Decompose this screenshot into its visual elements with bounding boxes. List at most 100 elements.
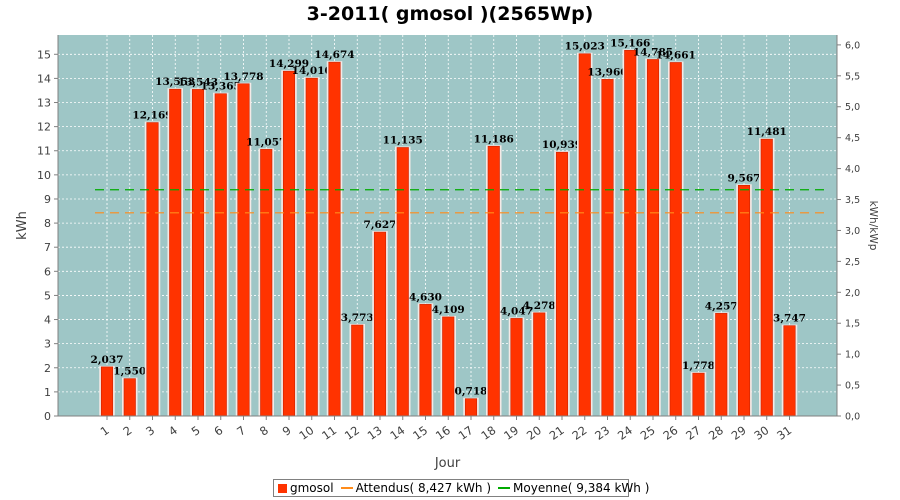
bar-value-label: 14,010: [292, 65, 332, 77]
chart-legend: gmosol Attendus( 8,427 kWh ) Moyenne( 9,…: [273, 479, 649, 497]
bar-value-label: 11,186: [474, 133, 514, 145]
bar-value-label: 13,778: [223, 71, 263, 83]
bar: [373, 231, 387, 417]
y-tick-label: 12: [37, 121, 51, 134]
bar-value-label: 11,057: [246, 136, 286, 148]
y2-tick-label: 6,0: [845, 40, 860, 51]
bar: [783, 325, 796, 417]
y2-tick-label: 4,0: [845, 164, 860, 175]
bar: [760, 138, 773, 417]
y-axis-title: kWh: [15, 211, 30, 240]
bar-value-label: 13,960: [587, 66, 627, 78]
bar: [100, 366, 114, 417]
x-tick-label: 28: [706, 423, 726, 443]
bar: [146, 122, 159, 417]
bar-value-label: 4,257: [705, 300, 738, 312]
bar: [237, 83, 250, 417]
legend-swatch-moyenne: [498, 487, 511, 489]
bar-value-label: 9,567: [728, 172, 761, 184]
bar: [396, 147, 409, 417]
bar-value-label: 13,553: [155, 76, 195, 88]
bar: [533, 312, 546, 417]
bar: [510, 318, 523, 417]
bar: [442, 316, 455, 417]
y-tick-label: 6: [44, 265, 51, 278]
bar: [214, 93, 227, 417]
bar: [578, 53, 591, 417]
x-tick-label: 23: [592, 423, 612, 443]
bar-value-label: 15,166: [610, 37, 650, 49]
bar: [305, 77, 318, 417]
y-tick-label: 0: [44, 410, 51, 423]
bar-value-label: 4,278: [523, 300, 556, 312]
y2-tick-label: 0,5: [845, 381, 860, 392]
x-tick-label: 6: [211, 423, 225, 439]
x-tick-label: 26: [660, 423, 680, 443]
bar: [169, 88, 182, 417]
x-tick-label: 22: [569, 423, 589, 443]
y-tick-label: 3: [44, 338, 51, 351]
x-tick-label: 27: [683, 423, 703, 443]
x-tick-label: 24: [615, 423, 635, 443]
x-tick-label: 21: [547, 423, 567, 443]
bar: [464, 398, 478, 417]
y-tick-label: 11: [37, 145, 51, 158]
bar-value-label: 4,109: [432, 304, 465, 316]
legend-label-moyenne: Moyenne( 9,384 kWh ): [513, 481, 650, 495]
bar: [737, 185, 751, 417]
legend-item-moyenne: Moyenne( 9,384 kWh ): [498, 481, 649, 495]
legend-item-attendus: Attendus( 8,427 kWh ): [340, 481, 492, 495]
bar-value-label: 11,135: [383, 134, 423, 146]
legend-label-attendus: Attendus( 8,427 kWh ): [355, 481, 492, 495]
y-tick-label: 5: [44, 289, 51, 302]
x-tick-label: 30: [751, 423, 771, 443]
bar-value-label: 15,023: [565, 41, 605, 53]
bar: [692, 372, 705, 417]
x-tick-label: 12: [342, 423, 362, 443]
bar-value-label: 14,661: [656, 49, 696, 61]
y2-tick-label: 5,0: [845, 102, 860, 113]
bar-value-label: 2,037: [91, 354, 124, 366]
x-tick-label: 18: [478, 423, 498, 443]
y2-tick-label: 2,0: [845, 288, 860, 299]
bar-value-label: 13,365: [201, 81, 241, 93]
chart-title: 3-2011( gmosol )(2565Wp): [306, 3, 594, 25]
y2-axis-title: kWh/kWp: [867, 201, 879, 251]
y-tick-label: 10: [37, 169, 51, 182]
legend-swatch-gmosol: [278, 483, 287, 493]
bar-value-label: 11,481: [747, 126, 787, 138]
legend-swatch-attendus: [340, 487, 353, 489]
bar-value-label: 14,785: [633, 46, 673, 58]
bar-value-label: 1,778: [682, 360, 715, 372]
bar: [715, 313, 728, 417]
bar: [351, 324, 364, 417]
x-tick-label: 4: [166, 423, 180, 439]
y2-tick-label: 3,5: [845, 195, 860, 206]
bar-value-label: 14,299: [269, 58, 309, 70]
x-tick-label: 8: [257, 423, 271, 439]
y2-tick-label: 3,0: [845, 226, 860, 237]
y-tick-label: 9: [44, 193, 51, 206]
bar-value-label: 1,550: [113, 366, 146, 378]
x-tick-label: 16: [433, 423, 453, 443]
legend-item-gmosol: gmosol: [278, 481, 334, 495]
x-axis-title: Jour: [434, 456, 461, 471]
bar-value-label: 12,169: [132, 110, 172, 122]
y2-tick-label: 1,5: [845, 319, 860, 330]
x-tick-label: 5: [189, 423, 203, 439]
y2-tick-label: 0,0: [845, 412, 860, 423]
x-tick-label: 20: [524, 423, 544, 443]
bar: [282, 70, 296, 417]
x-tick-label: 15: [410, 423, 430, 443]
y2-tick-label: 5,5: [845, 71, 860, 82]
bar: [624, 49, 637, 417]
y2-tick-label: 2,5: [845, 257, 860, 268]
y2-tick-label: 1,0: [845, 350, 860, 361]
bar-value-label: 0,718: [455, 386, 488, 398]
bar: [669, 62, 682, 417]
bar: [601, 79, 614, 417]
x-tick-label: 29: [729, 423, 749, 443]
bar-value-label: 7,627: [364, 219, 397, 231]
x-tick-label: 11: [319, 423, 339, 443]
x-tick-label: 1: [98, 423, 112, 439]
